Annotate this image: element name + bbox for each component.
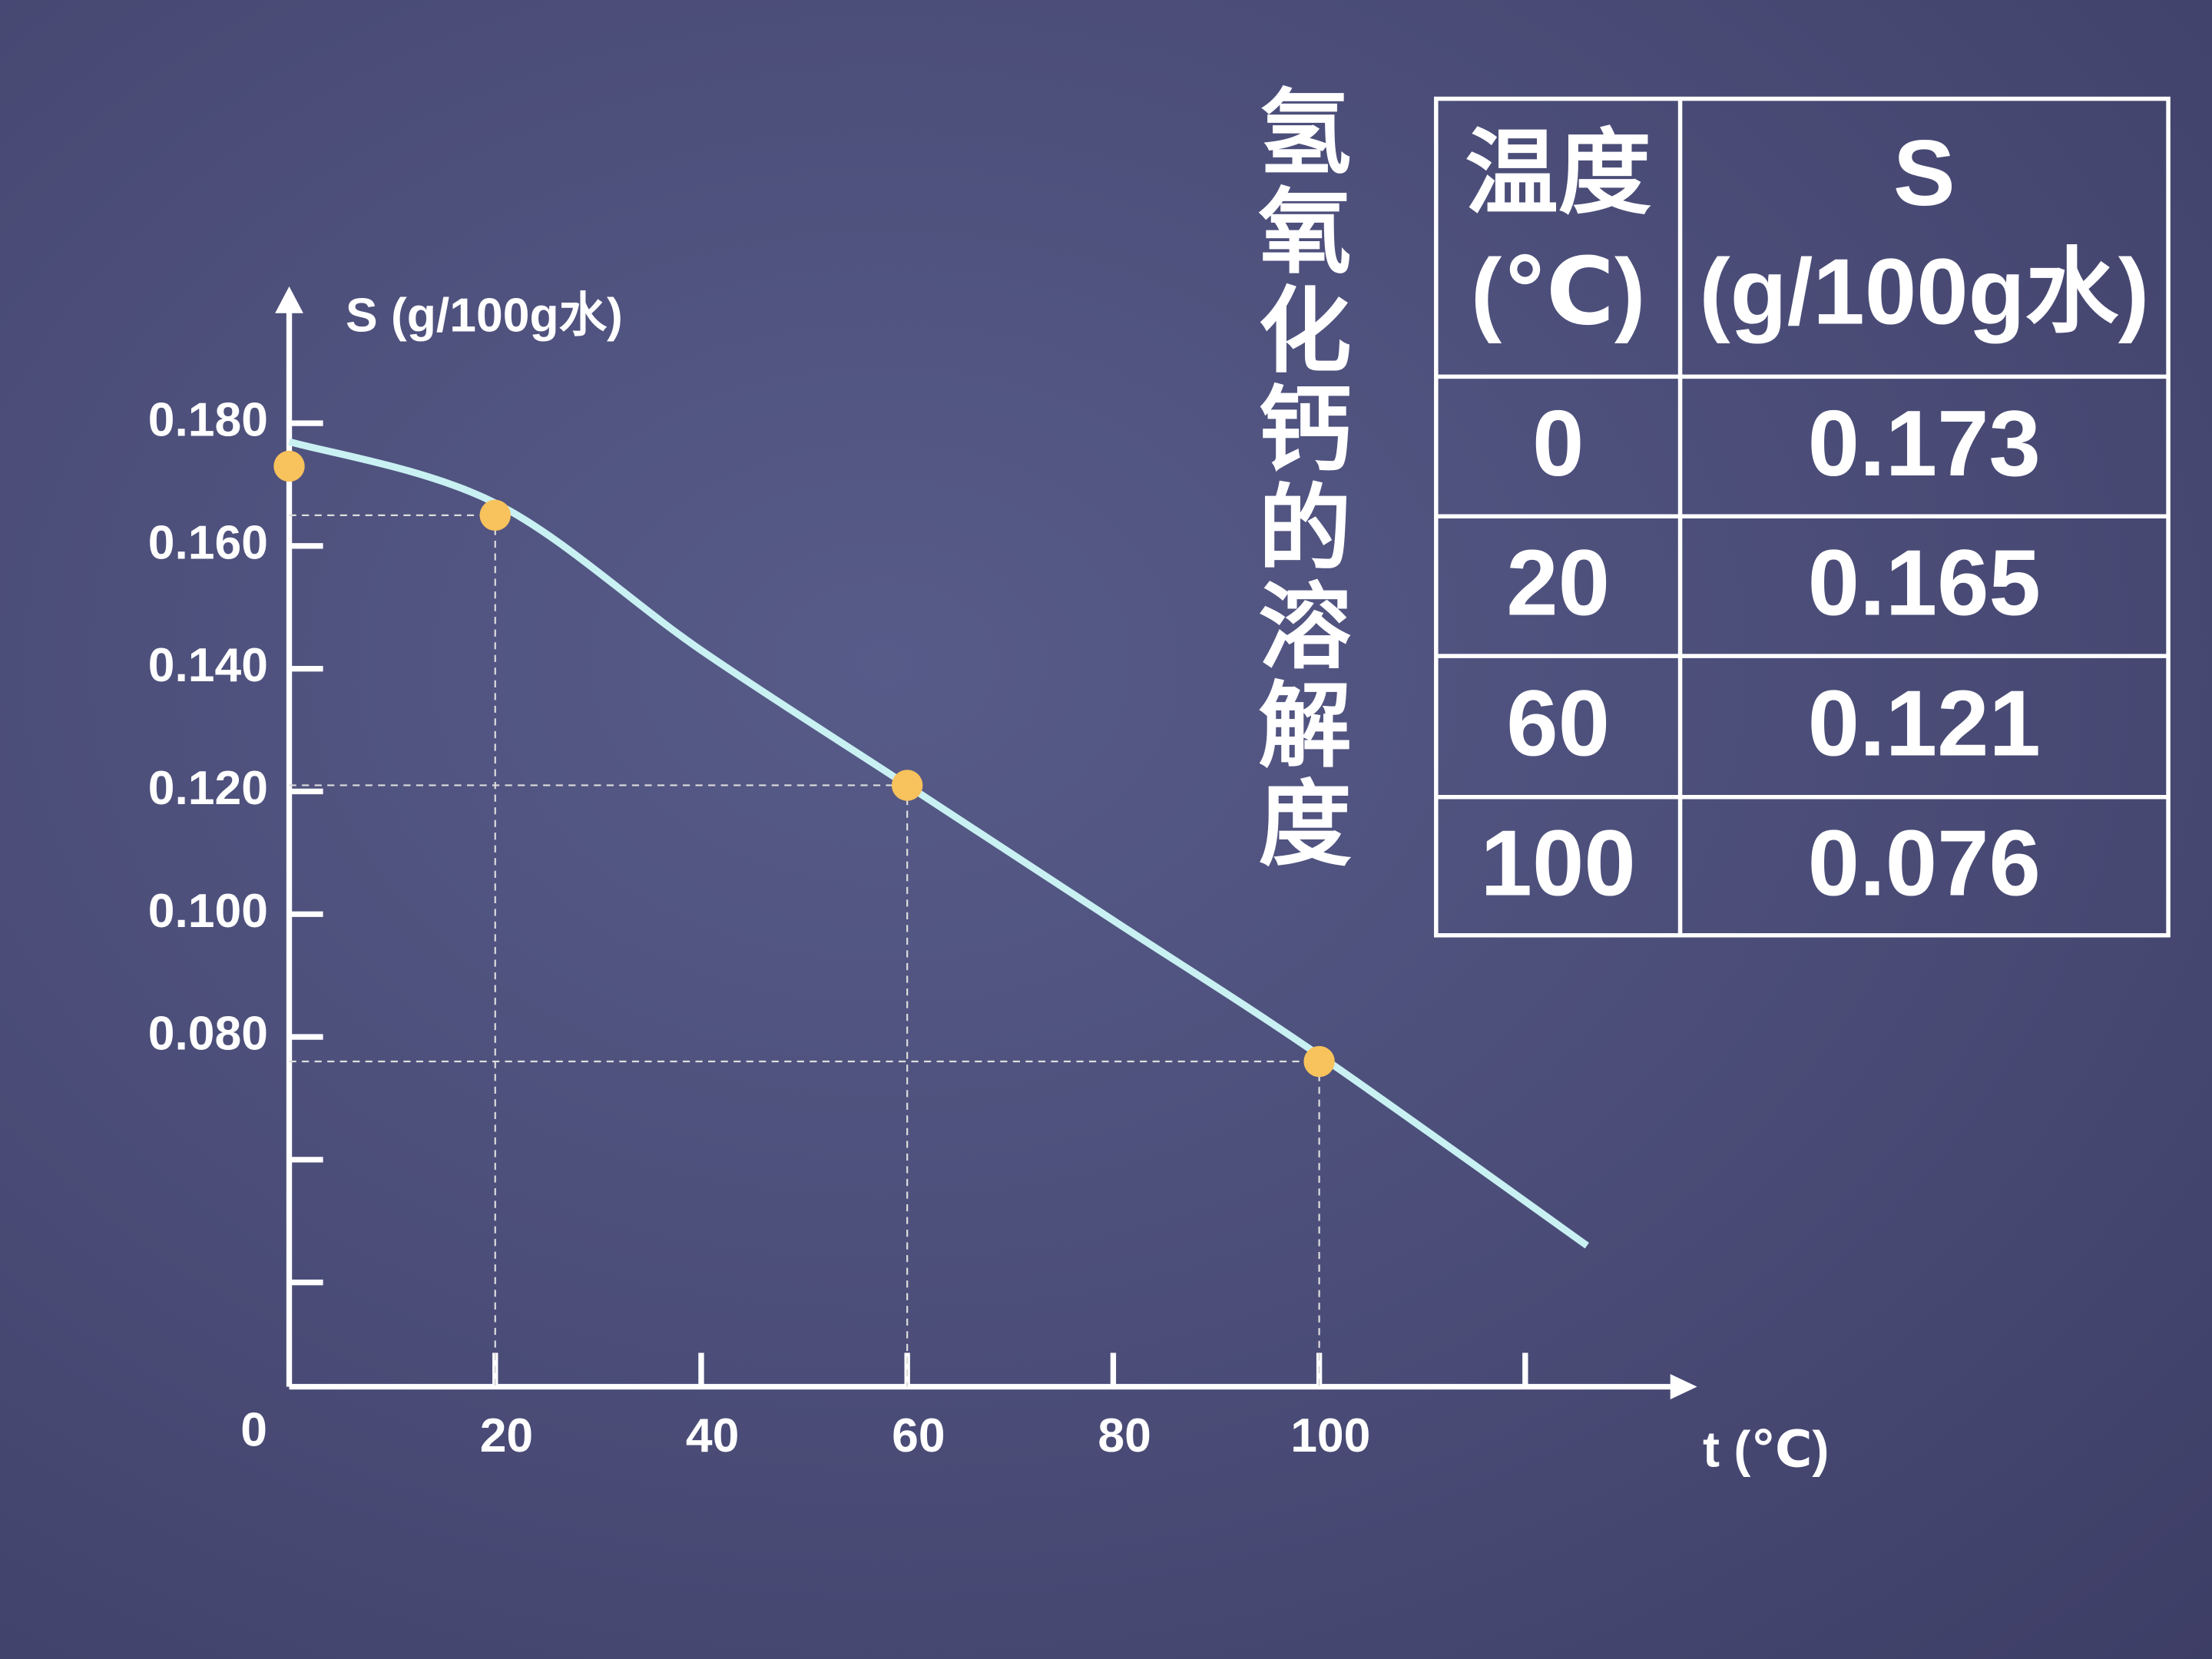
chart-title: 氢氧化钙的溶解度 <box>1258 78 1351 879</box>
y-tick-label: 0.180 <box>148 393 268 447</box>
table-cell: 20 <box>1506 531 1610 635</box>
x-tick-label: 60 <box>892 1409 945 1462</box>
x-axis-arrow <box>1670 1373 1697 1400</box>
y-tick-label: 0.140 <box>148 638 268 692</box>
x-tick-label: 80 <box>1098 1409 1151 1462</box>
table-header: S (g/100g水) <box>1699 121 2149 343</box>
table-cell: 0.165 <box>1808 531 2041 635</box>
table-cell: 60 <box>1506 671 1610 775</box>
x-axis-label: t (℃) <box>1703 1421 1829 1478</box>
y-tick-label: 0.120 <box>148 761 268 815</box>
table-cell: 100 <box>1481 810 1636 915</box>
curve <box>288 438 1589 1249</box>
table-cell: 0.173 <box>1808 391 2041 495</box>
x-tick-label: 20 <box>480 1409 533 1462</box>
y-tick-label: 0.160 <box>148 515 268 569</box>
y-axis-label: S (g/100g水) <box>346 289 623 343</box>
data-point <box>273 450 305 482</box>
table-cell: 0.076 <box>1808 810 2041 915</box>
x-tick-label: 100 <box>1290 1409 1370 1462</box>
x-tick-label: 40 <box>686 1409 739 1462</box>
y-tick-label: 0.100 <box>148 884 268 938</box>
table-cell: 0.121 <box>1808 671 2041 775</box>
table-header: 温度(℃) <box>1465 121 1651 343</box>
data-point <box>479 499 511 531</box>
y-axis-arrow <box>275 286 303 313</box>
y-tick-label: 0.080 <box>148 1007 268 1061</box>
x-tick-label: 0 <box>240 1403 267 1457</box>
data-point <box>891 770 923 801</box>
table-cell: 0 <box>1532 391 1584 495</box>
table: 温度(℃) S (g/100g水) 0 0.173 20 0.165 60 0.121 100 0.… <box>1434 96 2171 938</box>
data-point <box>1303 1045 1335 1078</box>
